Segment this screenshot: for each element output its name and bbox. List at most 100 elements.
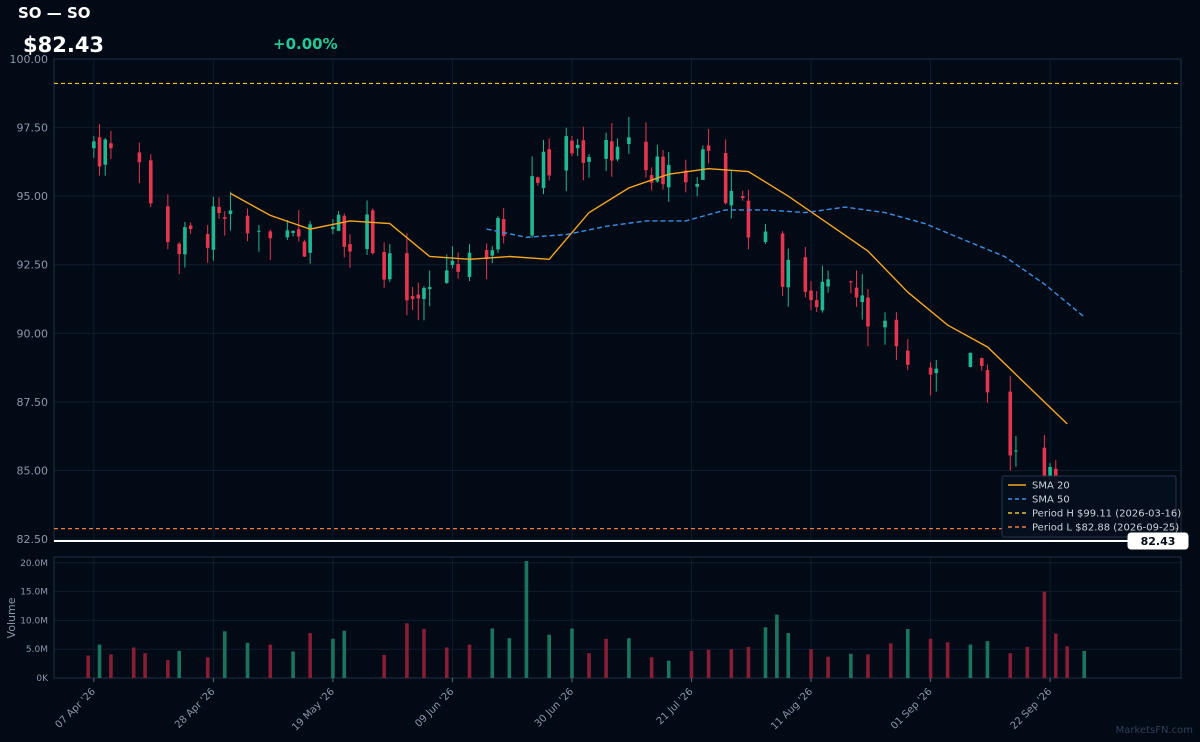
candle-body xyxy=(365,214,369,250)
volume-bar xyxy=(706,649,711,678)
candle-body xyxy=(649,175,654,183)
x-tick-label: 19 May '26 xyxy=(290,686,337,733)
candle-body xyxy=(257,230,261,232)
volume-bar xyxy=(627,638,631,678)
volume-y-tick: 15.0M xyxy=(20,588,48,598)
candle-body xyxy=(137,152,142,163)
volume-bar xyxy=(888,643,893,678)
volume-y-axis: 0K 5.0M 10.0M 15.0M 20.0M xyxy=(20,559,49,684)
candle-body xyxy=(484,250,489,260)
volume-bar xyxy=(587,653,591,678)
x-tick-label: 22 Sep '26 xyxy=(1009,686,1055,732)
candle-body xyxy=(581,140,586,163)
candle-body xyxy=(803,257,808,292)
volume-bar xyxy=(342,630,347,678)
last-price-tag-label: 82.43 xyxy=(1141,535,1176,548)
volume-bar xyxy=(1008,653,1013,678)
volume-bar xyxy=(405,623,409,678)
watermark: MarketsFN.com xyxy=(1116,725,1193,736)
legend-box xyxy=(1001,475,1177,538)
volume-bar xyxy=(1065,646,1069,678)
volume-bar xyxy=(1042,591,1047,678)
price-y-tick: 95.00 xyxy=(17,190,49,203)
candle-body xyxy=(564,136,569,171)
volume-bar xyxy=(507,638,512,678)
candle-body xyxy=(849,281,853,283)
candle-body xyxy=(894,319,899,347)
candle-body xyxy=(661,156,665,185)
candle-body xyxy=(103,139,108,165)
candle-body xyxy=(570,140,574,154)
candle-body xyxy=(245,215,250,234)
price-y-tick: 97.50 xyxy=(17,122,49,135)
volume-bar xyxy=(143,653,147,678)
candle-body xyxy=(97,137,102,167)
candle-body xyxy=(684,170,688,183)
candle-body xyxy=(723,153,728,204)
candle-body xyxy=(536,177,540,183)
candle-body xyxy=(166,206,170,243)
volume-bar xyxy=(268,644,273,678)
candle-body xyxy=(405,253,409,301)
volume-bar xyxy=(86,655,90,678)
candle-body xyxy=(148,160,153,204)
volume-bar xyxy=(331,638,335,678)
current-price: $82.43 xyxy=(23,33,105,57)
volume-bar xyxy=(905,629,910,678)
x-tick-label: 11 Aug '26 xyxy=(769,686,815,732)
volume-y-tick: 10.0M xyxy=(20,616,48,626)
candle-body xyxy=(348,244,352,252)
candle-body xyxy=(729,190,734,206)
legend-entry: SMA 20 xyxy=(1032,481,1070,492)
volume-bar xyxy=(524,561,529,678)
volume-bar xyxy=(570,628,574,678)
candle-body xyxy=(541,151,546,189)
volume-bar xyxy=(1053,633,1058,678)
candle-body xyxy=(695,183,699,187)
volume-bar xyxy=(775,614,779,678)
candle-body xyxy=(342,215,347,247)
candle-body xyxy=(222,217,227,219)
candle-body xyxy=(740,196,745,199)
volume-bar xyxy=(866,654,870,678)
volume-axis-label: Volume xyxy=(5,597,18,638)
candle-body xyxy=(205,234,210,248)
x-tick-label: 01 Sep '26 xyxy=(889,686,935,732)
candle-body xyxy=(456,264,460,272)
volume-bar xyxy=(109,654,113,678)
candle-body xyxy=(786,259,791,288)
candle-body xyxy=(860,295,865,303)
price-y-tick: 90.00 xyxy=(17,327,49,340)
candle-body xyxy=(268,231,273,239)
candle-body xyxy=(809,290,813,301)
candle-body xyxy=(1048,466,1052,480)
last-price-tag-bg xyxy=(1127,532,1189,550)
volume-bar xyxy=(666,660,671,678)
candle-body xyxy=(188,225,193,230)
candle-body xyxy=(92,141,96,149)
volume-bar xyxy=(763,627,768,678)
candle-body xyxy=(979,358,984,366)
volume-bar xyxy=(177,650,182,678)
candle-body xyxy=(427,287,432,290)
price-panel-frame xyxy=(53,58,1182,542)
candle-body xyxy=(615,146,620,160)
candle-body xyxy=(285,230,290,238)
moving-averages xyxy=(230,167,1085,425)
volume-bar xyxy=(308,633,312,678)
volume-bar xyxy=(604,638,608,678)
candle-body xyxy=(820,281,825,311)
candle-body xyxy=(444,270,449,283)
candle-body xyxy=(109,143,113,149)
candle-body xyxy=(666,164,671,188)
volume-bar xyxy=(97,644,102,678)
volume-y-tick: 5.0M xyxy=(26,645,48,655)
candle-body xyxy=(1008,391,1013,456)
volume-bar xyxy=(166,660,170,678)
x-tick-label: 07 Apr '26 xyxy=(54,686,98,730)
volume-bar xyxy=(422,629,426,678)
chart-title: SO — SO xyxy=(18,4,91,22)
volume-bar xyxy=(928,638,933,678)
candlesticks xyxy=(92,116,1064,502)
